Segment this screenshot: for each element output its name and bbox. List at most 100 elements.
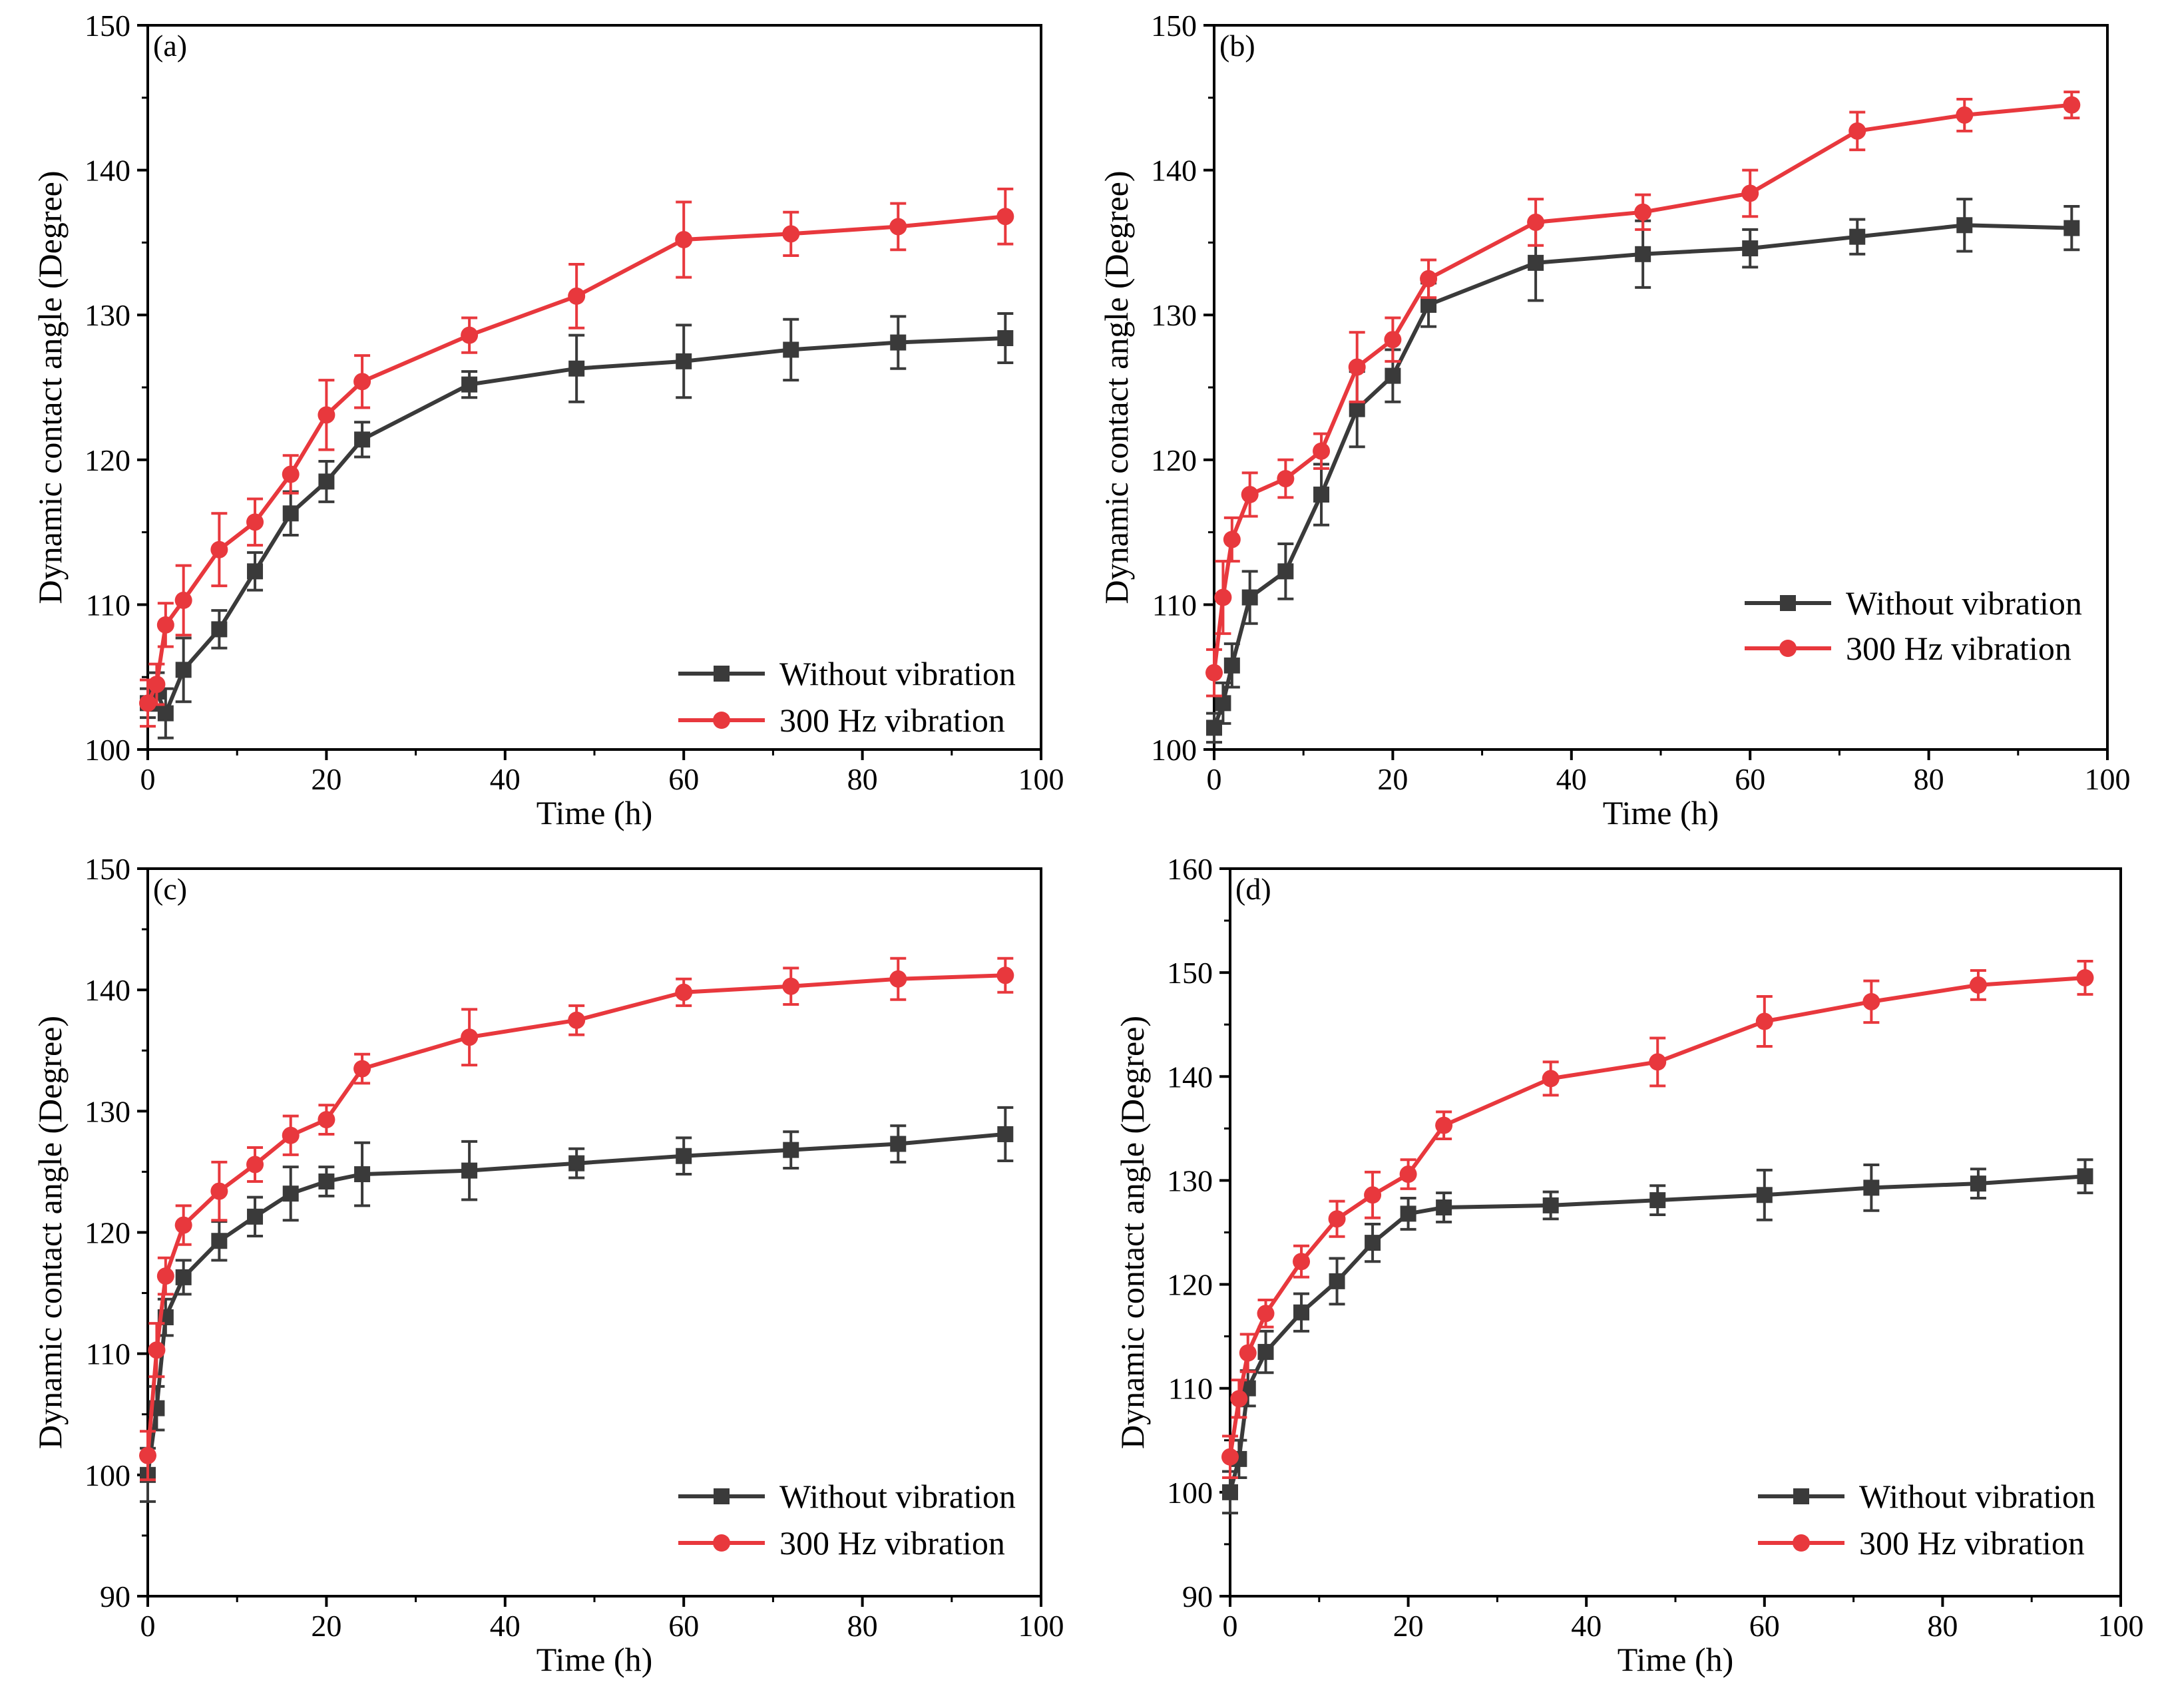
data-point-circle <box>246 1156 264 1174</box>
y-tick-label: 120 <box>85 443 130 477</box>
y-tick-label: 130 <box>1151 298 1197 332</box>
y-tick-label: 110 <box>1152 588 1197 622</box>
y-tick-label: 100 <box>85 733 130 767</box>
x-tick-label: 60 <box>1735 762 1765 796</box>
data-point-circle <box>889 218 907 236</box>
y-tick-label: 150 <box>85 852 130 886</box>
data-point-circle <box>1328 1210 1346 1228</box>
x-tick-label: 100 <box>1018 762 1064 796</box>
x-tick-label: 20 <box>311 1609 341 1643</box>
series-300hz-vibration <box>139 187 1014 728</box>
data-point-square <box>1365 1235 1381 1251</box>
x-tick-label: 0 <box>1223 1609 1238 1643</box>
legend-label: 300 Hz vibration <box>779 1524 1005 1562</box>
y-tick-label: 140 <box>85 154 130 188</box>
y-tick-label: 120 <box>1151 443 1197 477</box>
x-tick-label: 20 <box>1393 1609 1424 1643</box>
data-point-square <box>676 1148 692 1164</box>
y-axis-title: Dynamic contact angle (Degree) <box>31 1016 69 1449</box>
data-point-square <box>211 621 228 638</box>
panel-label: (a) <box>153 29 187 63</box>
y-tick-label: 140 <box>85 973 130 1007</box>
data-point-circle <box>282 1126 300 1144</box>
x-tick-label: 100 <box>1018 1609 1064 1643</box>
x-axis-title: Time (h) <box>1603 794 1719 831</box>
legend: Without vibration 300 Hz vibration <box>678 655 1016 739</box>
data-point-circle <box>1862 992 1880 1010</box>
y-tick-label: 150 <box>1151 9 1197 43</box>
data-point-square <box>1649 1192 1666 1209</box>
series-without-vibration <box>1206 198 2080 744</box>
data-point-square <box>1528 254 1544 271</box>
data-point-square <box>1742 240 1759 257</box>
data-point-circle <box>1230 1390 1248 1408</box>
data-point-circle <box>2076 968 2094 986</box>
data-point-square <box>783 341 799 358</box>
y-tick-label: 140 <box>1167 1060 1213 1094</box>
legend-marker-circle <box>713 1534 730 1552</box>
chart-panel-b: 0 20 40 60 80 100 100 110 120 130 140 150 Time (h) Dy… <box>1098 9 2131 831</box>
data-point-square <box>461 1162 478 1179</box>
x-tick-label: 80 <box>1914 762 1944 796</box>
data-point-circle <box>1293 1253 1311 1271</box>
data-point-square <box>1756 1187 1773 1203</box>
data-point-circle <box>1205 664 1223 682</box>
data-point-square <box>1277 563 1294 580</box>
data-point-circle <box>156 616 174 634</box>
data-point-circle <box>1956 106 1974 124</box>
x-tick-label: 0 <box>140 1609 156 1643</box>
series-300hz-vibration <box>1205 91 2081 698</box>
panel-label: (b) <box>1219 29 1255 63</box>
data-point-square <box>1970 1175 1986 1192</box>
data-point-square <box>175 1269 192 1285</box>
data-point-circle <box>889 970 907 988</box>
data-point-square <box>1420 296 1437 313</box>
y-tick-label: 120 <box>85 1216 130 1250</box>
x-axis-title: Time (h) <box>537 1641 653 1678</box>
x-tick-label: 60 <box>1749 1609 1780 1643</box>
data-point-circle <box>782 225 800 243</box>
legend-marker-square <box>1793 1488 1809 1504</box>
x-tick-label: 0 <box>140 762 156 796</box>
data-point-square <box>783 1142 799 1158</box>
x-tick-label: 100 <box>2098 1609 2144 1643</box>
data-point-circle <box>1649 1053 1667 1071</box>
chart-panel-a: 0 20 40 60 80 100 100 110 120 130 140 150 Time (h) Dy… <box>31 9 1064 831</box>
legend-marker-circle <box>1793 1534 1810 1552</box>
x-tick-label: 80 <box>847 762 878 796</box>
data-point-circle <box>1239 1344 1257 1362</box>
x-tick-label: 40 <box>490 762 521 796</box>
y-tick-label: 100 <box>1167 1476 1213 1510</box>
data-point-circle <box>210 540 228 558</box>
chart-panel-c: 0 20 40 60 80 100 90 100 110 120 130 140 150 Time (h)… <box>31 852 1064 1678</box>
x-tick-label: 80 <box>847 1609 878 1643</box>
y-tick-label: 140 <box>1151 154 1197 188</box>
x-tick-label: 60 <box>668 1609 699 1643</box>
data-point-circle <box>318 1111 335 1129</box>
data-point-square <box>1635 246 1651 262</box>
data-point-square <box>1400 1205 1416 1222</box>
data-point-circle <box>1348 358 1366 376</box>
data-point-circle <box>246 513 264 531</box>
legend-marker-square <box>714 1488 730 1504</box>
data-point-circle <box>1755 1012 1773 1030</box>
data-point-circle <box>1221 1448 1239 1466</box>
y-tick-label: 160 <box>1167 852 1213 886</box>
data-point-square <box>318 1173 335 1189</box>
legend-label: 300 Hz vibration <box>1846 630 2071 667</box>
y-tick-label: 150 <box>1167 956 1213 990</box>
data-point-circle <box>174 591 192 609</box>
data-point-circle <box>996 966 1014 984</box>
legend-label: Without vibration <box>1846 584 2082 622</box>
data-point-circle <box>1435 1116 1453 1134</box>
data-point-circle <box>1969 976 1987 994</box>
series-without-vibration <box>140 1106 1014 1503</box>
data-point-square <box>997 1126 1014 1142</box>
series-300hz-vibration <box>1221 959 2094 1479</box>
data-point-square <box>1349 401 1365 417</box>
data-point-square <box>1863 1179 1880 1196</box>
data-point-circle <box>148 1341 166 1359</box>
y-tick-label: 130 <box>85 298 130 332</box>
data-point-square <box>461 376 478 393</box>
